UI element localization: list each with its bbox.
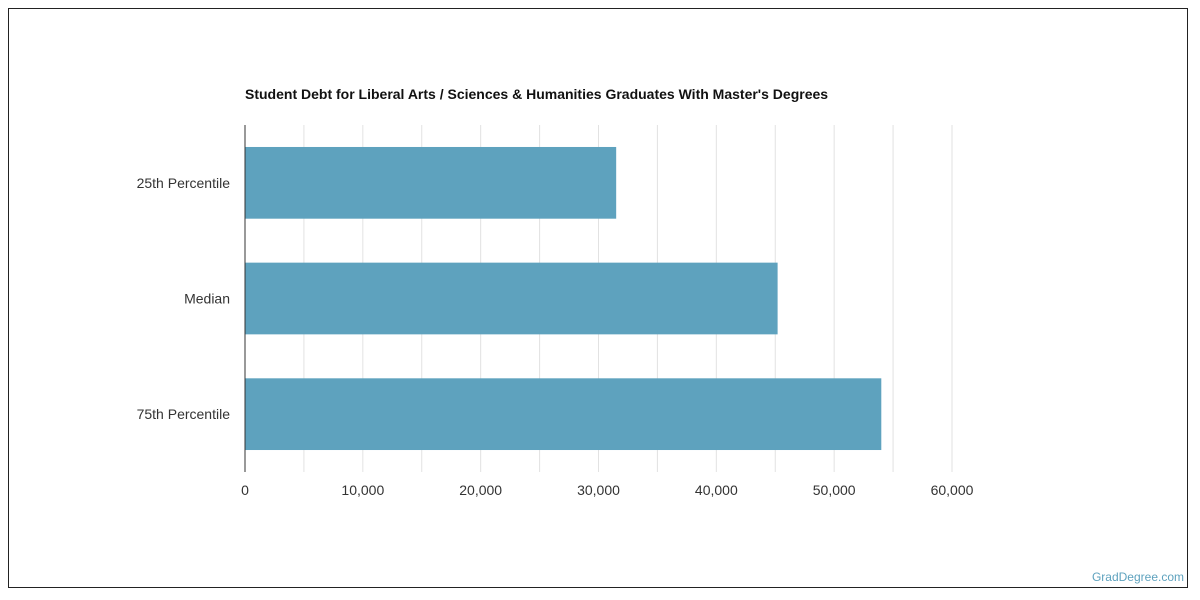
x-tick-label: 60,000 [931,482,974,498]
x-tick-label: 40,000 [695,482,738,498]
source-credit[interactable]: GradDegree.com [1091,570,1184,584]
x-tick-label: 30,000 [577,482,620,498]
category-label: Median [184,291,230,307]
x-tick-label: 0 [241,482,249,498]
x-tick-label: 10,000 [341,482,384,498]
bar-75th-percentile[interactable] [245,378,882,451]
bar-25th-percentile[interactable] [245,146,617,219]
x-tick-label: 50,000 [813,482,856,498]
labels: 25th Percentile Median 75th Percentile 0 10,… [137,175,974,498]
chart-title: Student Debt for Liberal Arts / Sciences… [245,86,829,102]
bars [245,146,882,451]
x-tick-label: 20,000 [459,482,502,498]
bar-median[interactable] [245,262,778,335]
category-label: 75th Percentile [137,406,231,422]
category-label: 25th Percentile [137,175,231,191]
